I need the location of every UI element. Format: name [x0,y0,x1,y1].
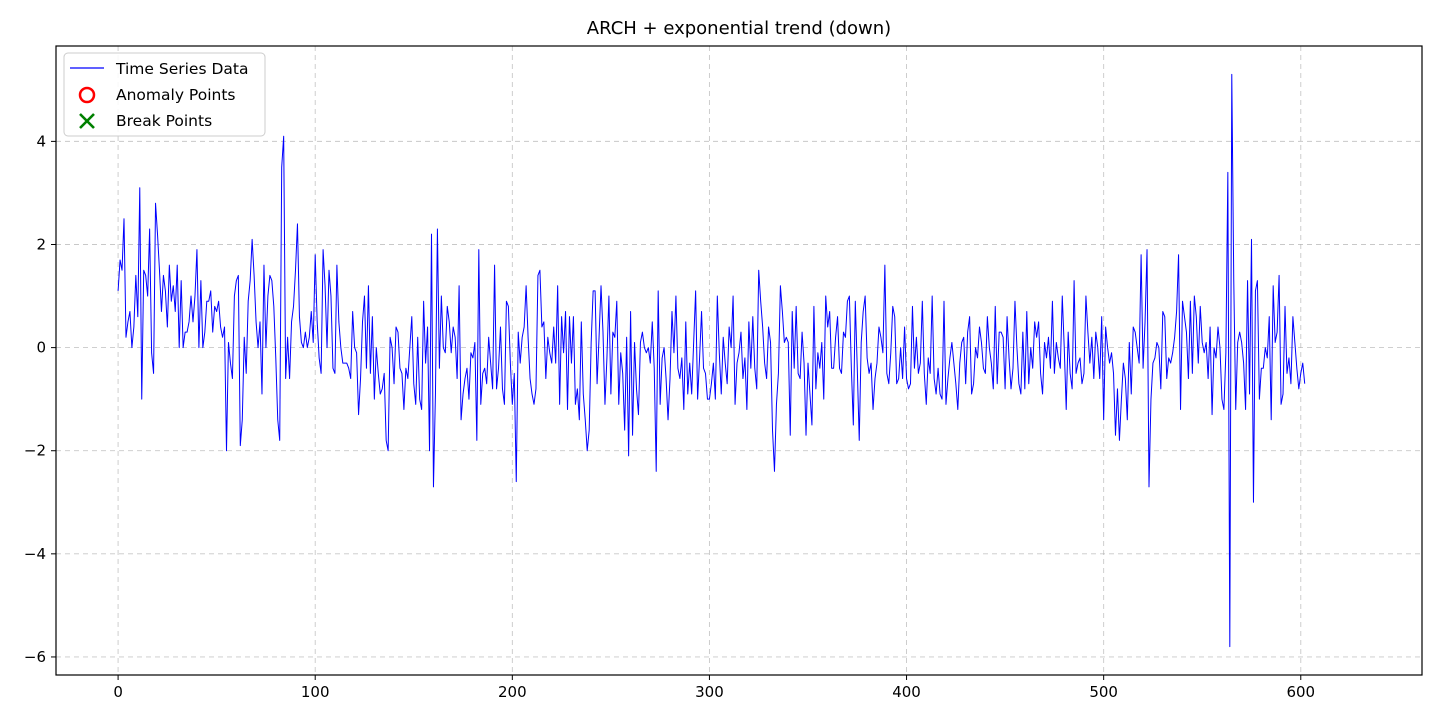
legend-x-marker [79,113,95,129]
y-axis: −6 −4 −2 0 2 4 [24,132,56,666]
series-line-time-series-data [117,73,1306,648]
x-tick-label: 0 [113,683,123,701]
x-tick-label: 200 [498,683,527,701]
x-tick-label: 400 [892,683,921,701]
x-tick-label: 600 [1286,683,1315,701]
y-tick-label: 2 [36,235,46,253]
y-tick-label: −6 [24,648,46,666]
legend-label-break-points: Break Points [116,112,212,130]
y-tick-label: 4 [36,132,46,150]
series-layer [117,73,1306,648]
legend-label-anomaly-points: Anomaly Points [116,86,235,104]
legend-box [63,52,266,137]
legend-label-time-series: Time Series Data [115,60,248,78]
x-tick-label: 100 [301,683,330,701]
legend: Time Series Data Anomaly Points Break Po… [63,52,266,137]
y-tick-label: 0 [36,339,46,357]
y-tick-label: −2 [24,442,46,460]
chart-title: ARCH + exponential trend (down) [587,18,891,39]
legend-circle-marker [78,86,96,104]
y-tick-label: −4 [24,545,46,563]
x-tick-label: 500 [1089,683,1118,701]
plot-frame [55,45,1423,676]
x-tick-label: 300 [695,683,724,701]
x-axis: 0 100 200 300 400 500 600 [113,675,1315,701]
